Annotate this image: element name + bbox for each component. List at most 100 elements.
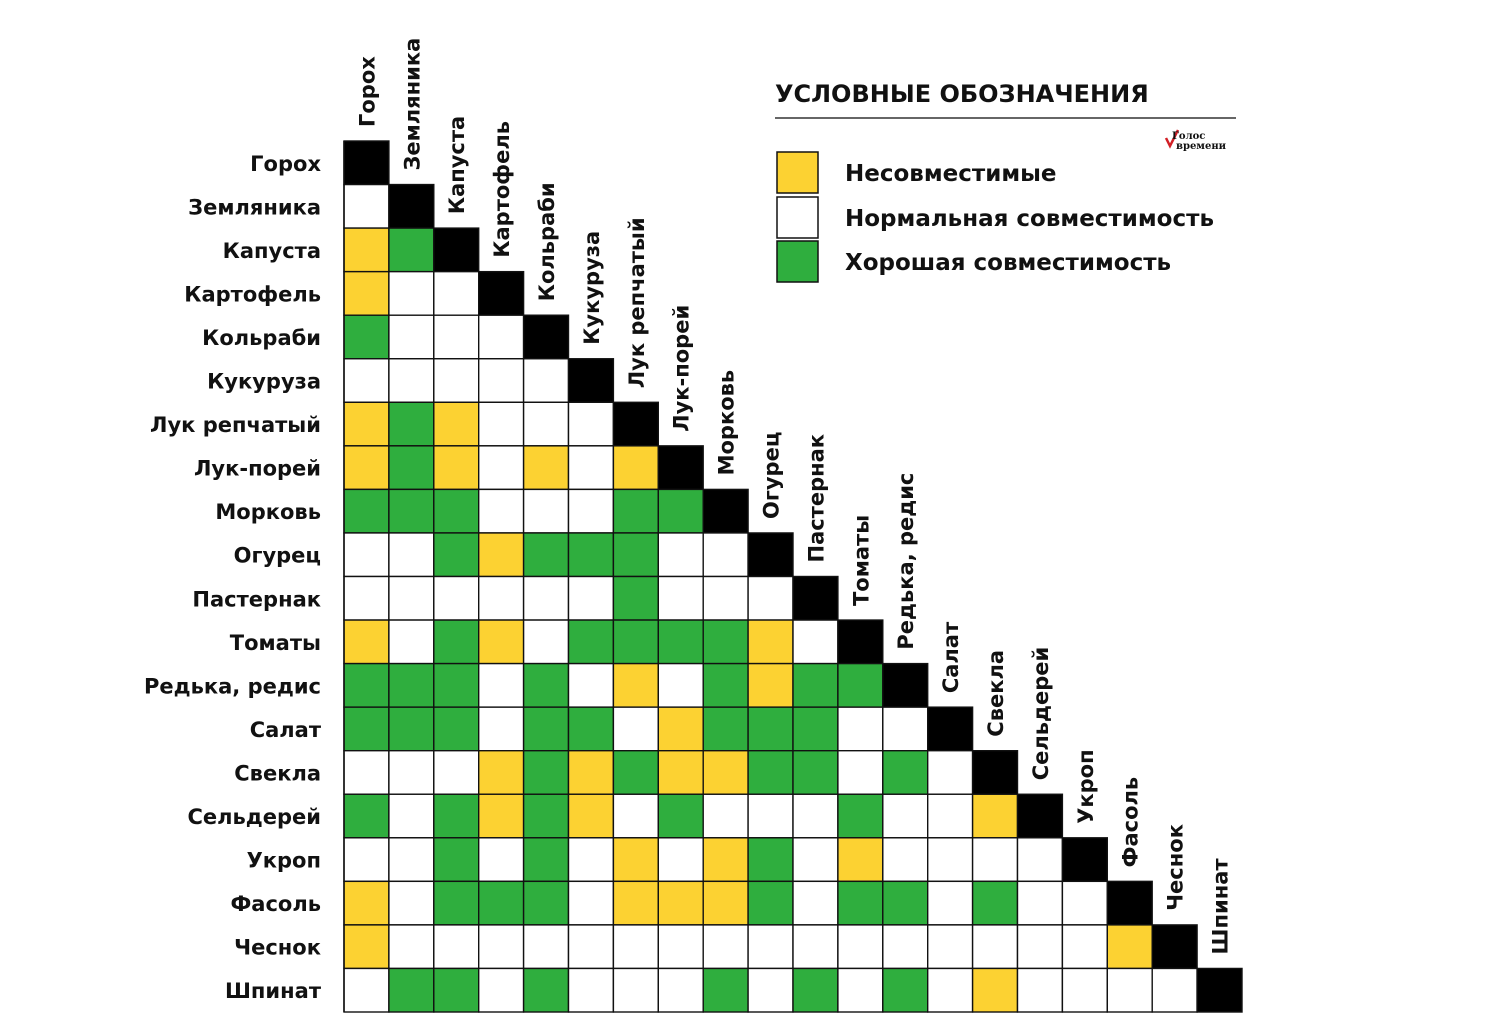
cell-18-6 bbox=[612, 924, 660, 970]
cell-13-5 bbox=[567, 706, 615, 752]
cell-17-1 bbox=[388, 880, 435, 926]
cell-14-13 bbox=[927, 750, 974, 795]
row-label: Лук репчатый bbox=[150, 413, 321, 437]
cell-14-8 bbox=[702, 750, 749, 795]
cell-2-2 bbox=[433, 227, 480, 273]
cell-12-6 bbox=[612, 662, 660, 708]
cell-14-12 bbox=[882, 750, 929, 795]
cell-12-8 bbox=[702, 662, 749, 708]
cell-15-6 bbox=[612, 793, 660, 839]
cell-18-12 bbox=[882, 924, 929, 970]
cell-10-6 bbox=[612, 575, 660, 621]
cell-8-1 bbox=[388, 488, 435, 534]
cell-5-0 bbox=[343, 358, 390, 403]
legend-title: УСЛОВНЫЕ ОБОЗНАЧЕНИЯ bbox=[775, 80, 1149, 108]
cell-11-1 bbox=[388, 619, 435, 665]
cell-9-3 bbox=[478, 532, 525, 578]
cell-14-6 bbox=[612, 750, 660, 795]
cell-3-3 bbox=[478, 270, 525, 316]
column-label: Лук-порей bbox=[670, 305, 694, 432]
cell-0-0 bbox=[343, 140, 390, 186]
legend-label: Несовместимые bbox=[845, 161, 1057, 187]
cell-6-5 bbox=[567, 401, 615, 447]
logo: Голос времени bbox=[1164, 129, 1227, 152]
cell-15-13 bbox=[927, 793, 974, 839]
cell-19-9 bbox=[747, 967, 794, 1013]
cell-7-7 bbox=[657, 445, 704, 491]
column-label: Кукуруза bbox=[580, 231, 604, 345]
cell-18-9 bbox=[747, 924, 794, 970]
cell-14-10 bbox=[792, 750, 839, 795]
row-label: Укроп bbox=[247, 849, 321, 873]
column-label: Шпинат bbox=[1209, 858, 1233, 955]
cell-11-0 bbox=[343, 619, 390, 665]
cell-14-1 bbox=[388, 750, 435, 795]
cell-17-3 bbox=[478, 880, 525, 926]
cell-6-4 bbox=[522, 401, 570, 447]
cell-15-2 bbox=[433, 793, 480, 839]
cell-12-9 bbox=[747, 662, 794, 708]
cell-14-11 bbox=[837, 750, 884, 795]
cell-9-7 bbox=[657, 532, 704, 578]
row-label: Шпинат bbox=[225, 979, 322, 1003]
cell-16-1 bbox=[388, 837, 435, 883]
column-label: Капуста bbox=[445, 116, 469, 214]
cell-16-6 bbox=[612, 837, 660, 883]
cell-10-1 bbox=[388, 575, 435, 621]
cell-14-0 bbox=[343, 750, 390, 795]
cell-17-0 bbox=[343, 880, 390, 926]
cell-17-8 bbox=[702, 880, 749, 926]
cell-17-4 bbox=[522, 880, 570, 926]
cell-15-11 bbox=[837, 793, 884, 839]
cell-1-0 bbox=[343, 183, 390, 229]
column-label: Фасоль bbox=[1119, 777, 1143, 868]
legend-swatch bbox=[776, 240, 819, 283]
cell-4-2 bbox=[433, 314, 480, 360]
cell-18-4 bbox=[522, 924, 570, 970]
column-label: Редька, редис bbox=[894, 473, 918, 650]
cell-16-3 bbox=[478, 837, 525, 883]
cell-15-15 bbox=[1016, 793, 1064, 839]
cell-19-5 bbox=[567, 967, 615, 1013]
cell-11-2 bbox=[433, 619, 480, 665]
cell-18-7 bbox=[657, 924, 704, 970]
row-label: Салат bbox=[250, 718, 322, 742]
cell-17-17 bbox=[1106, 880, 1153, 926]
cell-1-1 bbox=[388, 183, 435, 229]
cell-7-0 bbox=[343, 445, 390, 491]
cell-3-1 bbox=[388, 270, 435, 316]
svg-text:времени: времени bbox=[1176, 141, 1227, 152]
cell-6-6 bbox=[612, 401, 660, 447]
column-label: Сельдерей bbox=[1029, 647, 1053, 781]
cell-12-7 bbox=[657, 662, 704, 708]
row-label: Томаты bbox=[230, 631, 321, 655]
cell-18-15 bbox=[1016, 924, 1064, 970]
cell-8-5 bbox=[567, 488, 615, 534]
column-label: Чеснок bbox=[1164, 824, 1188, 911]
cell-12-11 bbox=[837, 662, 884, 708]
legend-swatch bbox=[776, 151, 819, 194]
cell-11-4 bbox=[522, 619, 570, 665]
cell-8-2 bbox=[433, 488, 480, 534]
column-label: Картофель bbox=[490, 121, 514, 258]
cell-19-2 bbox=[433, 967, 480, 1013]
cell-19-3 bbox=[478, 967, 525, 1013]
cell-13-4 bbox=[522, 706, 570, 752]
cell-7-5 bbox=[567, 445, 615, 491]
column-label: Пастернак bbox=[804, 434, 828, 563]
svg-text:Голос: Голос bbox=[1172, 131, 1205, 142]
cell-3-2 bbox=[433, 270, 480, 316]
cell-8-8 bbox=[702, 488, 749, 534]
row-label: Морковь bbox=[215, 500, 321, 524]
cell-19-13 bbox=[927, 967, 974, 1013]
cell-13-9 bbox=[747, 706, 794, 752]
cell-9-6 bbox=[612, 532, 660, 578]
cell-10-4 bbox=[522, 575, 570, 621]
cell-14-4 bbox=[522, 750, 570, 795]
cell-19-18 bbox=[1151, 967, 1198, 1013]
cell-9-0 bbox=[343, 532, 390, 578]
cell-16-10 bbox=[792, 837, 839, 883]
cell-18-8 bbox=[702, 924, 749, 970]
cell-16-5 bbox=[567, 837, 615, 883]
cell-12-0 bbox=[343, 662, 390, 708]
